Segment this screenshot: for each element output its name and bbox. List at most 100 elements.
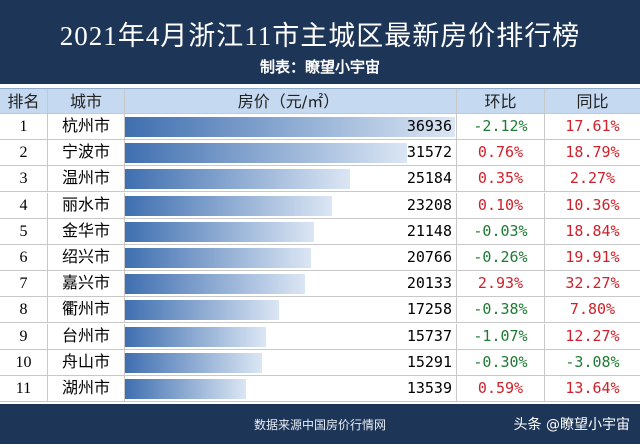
price-cell: 20133 xyxy=(125,271,457,297)
price-cell: 21148 xyxy=(125,218,457,244)
rank: 9 xyxy=(0,323,48,349)
table-row: 9 台州市 15737 -1.07% 12.27% xyxy=(0,323,640,350)
yoy-change: 2.27% xyxy=(569,169,616,188)
yoy-change: 19.91% xyxy=(565,248,620,266)
mom-change: 0.59% xyxy=(457,376,545,401)
price-cell: 13539 xyxy=(125,376,457,401)
mom-change: 2.93% xyxy=(457,271,545,297)
rank: 3 xyxy=(0,166,48,192)
price: 25184 xyxy=(406,169,452,188)
price: 23208 xyxy=(406,195,452,214)
price-cell: 25184 xyxy=(125,166,457,192)
price-bar xyxy=(125,326,266,347)
yoy-change: 18.79% xyxy=(565,143,620,162)
yoy-change: 7.80% xyxy=(569,300,616,319)
column-header: 房价（元/㎡） xyxy=(125,89,457,114)
mom-change: -0.30% xyxy=(457,349,545,375)
price-bar xyxy=(125,117,455,137)
rank: 5 xyxy=(0,218,48,244)
title: 2021年4月浙江11市主城区最新房价排行榜 xyxy=(59,21,581,51)
yoy-change: 32.27% xyxy=(565,274,620,293)
table-row: 2 宁波市 31572 0.76% 18.79% xyxy=(0,140,640,167)
price: 13539 xyxy=(406,379,452,397)
rank: 7 xyxy=(0,271,48,297)
price: 15737 xyxy=(406,326,452,345)
mom-change: -0.38% xyxy=(457,297,545,323)
city: 绍兴市 xyxy=(48,245,125,270)
price-cell: 36936 xyxy=(125,114,457,139)
table-row: 1 杭州市 36936 -2.12% 17.61% xyxy=(0,114,640,140)
city: 舟山市 xyxy=(48,349,125,375)
city: 杭州市 xyxy=(48,114,125,139)
title-band: 2021年4月浙江11市主城区最新房价排行榜 制表：瞭望小宇宙 xyxy=(0,0,640,84)
price-bar xyxy=(125,352,262,373)
price: 15291 xyxy=(406,352,452,371)
price: 21148 xyxy=(406,221,452,240)
rank: 4 xyxy=(0,192,48,218)
price-bar xyxy=(125,248,311,268)
price: 36936 xyxy=(406,117,452,135)
mom-change: -0.03% xyxy=(457,218,545,244)
price: 31572 xyxy=(406,143,452,162)
city: 台州市 xyxy=(48,323,125,349)
price-cell: 15291 xyxy=(125,349,457,375)
rank: 2 xyxy=(0,140,48,166)
mom-change: 0.35% xyxy=(457,166,545,192)
city: 金华市 xyxy=(48,218,125,244)
yoy-change: 17.61% xyxy=(565,117,620,135)
city: 温州市 xyxy=(48,166,125,192)
mom-change: -0.26% xyxy=(457,245,545,270)
mom-change: 0.76% xyxy=(457,140,545,166)
table-row: 7 嘉兴市 20133 2.93% 32.27% xyxy=(0,271,640,298)
price-bar xyxy=(125,195,333,216)
price-cell: 15737 xyxy=(125,323,457,349)
price-bar xyxy=(125,274,305,295)
city: 丽水市 xyxy=(48,192,125,218)
table-row: 11 湖州市 13539 0.59% 13.64% xyxy=(0,376,640,402)
footer-band: 数据来源中国房价行情网 头条 @瞭望小宇宙 xyxy=(0,404,640,444)
table-row: 8 衢州市 17258 -0.38% 7.80% xyxy=(0,297,640,324)
price-bar xyxy=(125,379,246,399)
city: 嘉兴市 xyxy=(48,271,125,297)
yoy-change: 18.84% xyxy=(565,221,620,240)
table-row: 10 舟山市 15291 -0.30% -3.08% xyxy=(0,349,640,376)
table-row: 4 丽水市 23208 0.10% 10.36% xyxy=(0,192,640,219)
column-header: 城市 xyxy=(48,89,125,114)
column-header: 同比 xyxy=(576,92,609,111)
mom-change: -2.12% xyxy=(457,114,545,139)
price-bar xyxy=(125,143,408,164)
price-cell: 23208 xyxy=(125,192,457,218)
table-row: 5 金华市 21148 -0.03% 18.84% xyxy=(0,218,640,245)
rank: 1 xyxy=(0,114,48,139)
price-bar xyxy=(125,221,314,242)
yoy-change: 13.64% xyxy=(565,379,620,397)
table-row: 3 温州市 25184 0.35% 2.27% xyxy=(0,166,640,193)
price: 20766 xyxy=(406,248,452,266)
price-cell: 31572 xyxy=(125,140,457,166)
rank: 10 xyxy=(0,349,48,375)
city: 宁波市 xyxy=(48,140,125,166)
city: 衢州市 xyxy=(48,297,125,323)
watermark: 头条 @瞭望小宇宙 xyxy=(513,417,630,433)
yoy-change: 10.36% xyxy=(565,195,620,214)
column-header: 环比 xyxy=(457,89,545,114)
source: 数据来源中国房价行情网 xyxy=(253,418,386,432)
yoy-change: 12.27% xyxy=(565,326,620,345)
column-header: 排名 xyxy=(0,89,48,114)
price-cell: 20766 xyxy=(125,245,457,270)
header-row: 排名 城市 房价（元/㎡） 环比 同比 xyxy=(0,88,640,114)
city: 湖州市 xyxy=(48,376,125,401)
price: 20133 xyxy=(406,274,452,293)
price-bar xyxy=(125,169,350,190)
rank: 11 xyxy=(0,376,48,401)
price-bar xyxy=(125,300,280,321)
subtitle: 制表：瞭望小宇宙 xyxy=(259,58,380,76)
rank: 6 xyxy=(0,245,48,270)
mom-change: 0.10% xyxy=(457,192,545,218)
rank: 8 xyxy=(0,297,48,323)
price: 17258 xyxy=(406,300,452,319)
yoy-change: -3.08% xyxy=(565,352,620,371)
price-cell: 17258 xyxy=(125,297,457,323)
table-row: 6 绍兴市 20766 -0.26% 19.91% xyxy=(0,245,640,271)
